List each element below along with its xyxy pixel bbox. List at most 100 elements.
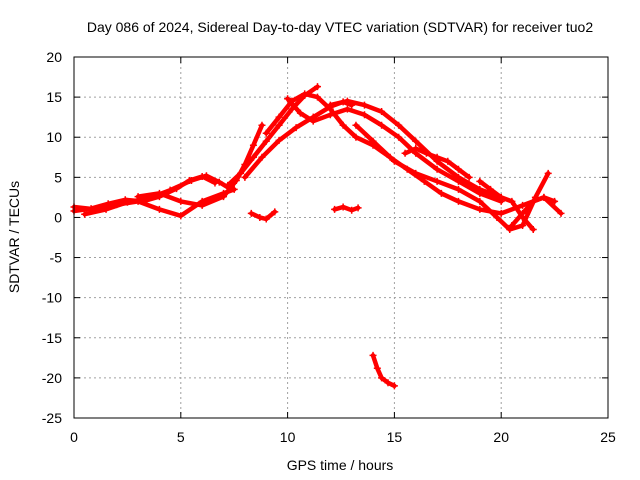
y-tick-label: 5: [54, 169, 62, 185]
y-tick-label: -15: [42, 330, 62, 346]
data-point: [369, 137, 377, 145]
data-series-s9: [328, 98, 504, 200]
data-point: [104, 200, 112, 208]
y-tick-label: 15: [46, 89, 62, 105]
x-tick-label: 10: [280, 429, 296, 445]
data-point: [256, 213, 264, 221]
x-tick-label: 0: [70, 429, 78, 445]
plot-frame: [73, 56, 609, 419]
data-series-s5: [225, 84, 320, 188]
data-point: [360, 111, 368, 119]
data-series-s12: [477, 179, 536, 232]
data-point: [81, 210, 89, 218]
data-point: [262, 215, 270, 223]
data-point: [309, 117, 317, 125]
data-point: [529, 197, 537, 205]
data-point: [412, 137, 420, 145]
data-point: [301, 90, 309, 98]
data-point: [177, 197, 185, 205]
y-ticks: -25 -20 -15 -10 -5 0 5 10 15 20: [42, 49, 608, 426]
chart-title: Day 086 of 2024, Sidereal Day-to-day VTE…: [87, 19, 594, 35]
data-point: [237, 169, 245, 177]
data-point: [519, 221, 527, 229]
data-point: [373, 364, 381, 372]
data-point: [540, 193, 548, 201]
data-point: [187, 177, 195, 185]
data-point: [339, 121, 347, 129]
data-point: [326, 111, 334, 119]
data-point: [134, 193, 142, 201]
x-tick-label: 15: [387, 429, 403, 445]
y-tick-label: -25: [42, 410, 62, 426]
x-tick-label: 5: [177, 429, 185, 445]
data-point: [551, 197, 559, 205]
data-point: [476, 185, 484, 193]
data-point: [202, 172, 210, 180]
data-point: [508, 221, 516, 229]
data-point: [420, 177, 428, 185]
data-point: [275, 121, 283, 129]
data-point: [249, 141, 257, 149]
data-point: [454, 173, 462, 181]
data-point: [412, 169, 420, 177]
data-point: [284, 95, 292, 103]
data-point: [354, 204, 362, 212]
data-point: [352, 121, 360, 129]
data-point: [390, 382, 398, 390]
data-point: [262, 137, 270, 145]
data-point: [519, 201, 527, 209]
data-point: [369, 351, 377, 359]
data-point: [360, 101, 368, 109]
data-point: [262, 129, 270, 137]
data-point: [275, 136, 283, 144]
data-point: [390, 157, 398, 165]
data-point: [476, 177, 484, 185]
data-series-s15: [332, 204, 361, 213]
data-point: [378, 108, 386, 116]
data-point: [454, 197, 462, 205]
data-point: [395, 121, 403, 129]
data-point: [314, 83, 322, 91]
data-point: [433, 165, 441, 173]
data-point: [454, 165, 462, 173]
data-point: [437, 189, 445, 197]
data-point: [557, 209, 565, 217]
data-point: [444, 157, 452, 165]
data-point: [177, 212, 185, 220]
data-point: [292, 124, 300, 132]
y-axis-label: SDTVAR / TECUs: [6, 181, 22, 293]
data-point: [487, 185, 495, 193]
data-point: [123, 198, 131, 206]
data-point: [384, 379, 392, 387]
data-point: [343, 97, 351, 105]
data-point: [326, 101, 334, 109]
data-point: [476, 197, 484, 205]
data-point: [220, 193, 228, 201]
y-tick-label: -10: [42, 290, 62, 306]
data-point: [465, 173, 473, 181]
data-point: [422, 149, 430, 157]
data-point: [395, 133, 403, 141]
data-point: [215, 178, 223, 186]
data-point: [343, 105, 351, 113]
data-point: [352, 133, 360, 141]
data-point: [102, 205, 110, 213]
data-point: [433, 153, 441, 161]
data-point: [412, 144, 420, 152]
data-point: [454, 185, 462, 193]
data-series: [70, 83, 565, 390]
data-point: [348, 206, 356, 214]
data-point: [198, 201, 206, 209]
y-tick-label: -5: [50, 250, 63, 266]
data-point: [497, 209, 505, 217]
x-axis-label: GPS time / hours: [287, 457, 394, 473]
x-ticks: 0 5 10 15 20 25: [70, 57, 616, 445]
y-tick-label: 20: [46, 49, 62, 65]
data-point: [224, 181, 232, 189]
data-point: [155, 189, 163, 197]
data-point: [378, 374, 386, 382]
data-point: [433, 177, 441, 185]
data-point: [258, 121, 266, 129]
y-tick-label: 0: [54, 209, 62, 225]
